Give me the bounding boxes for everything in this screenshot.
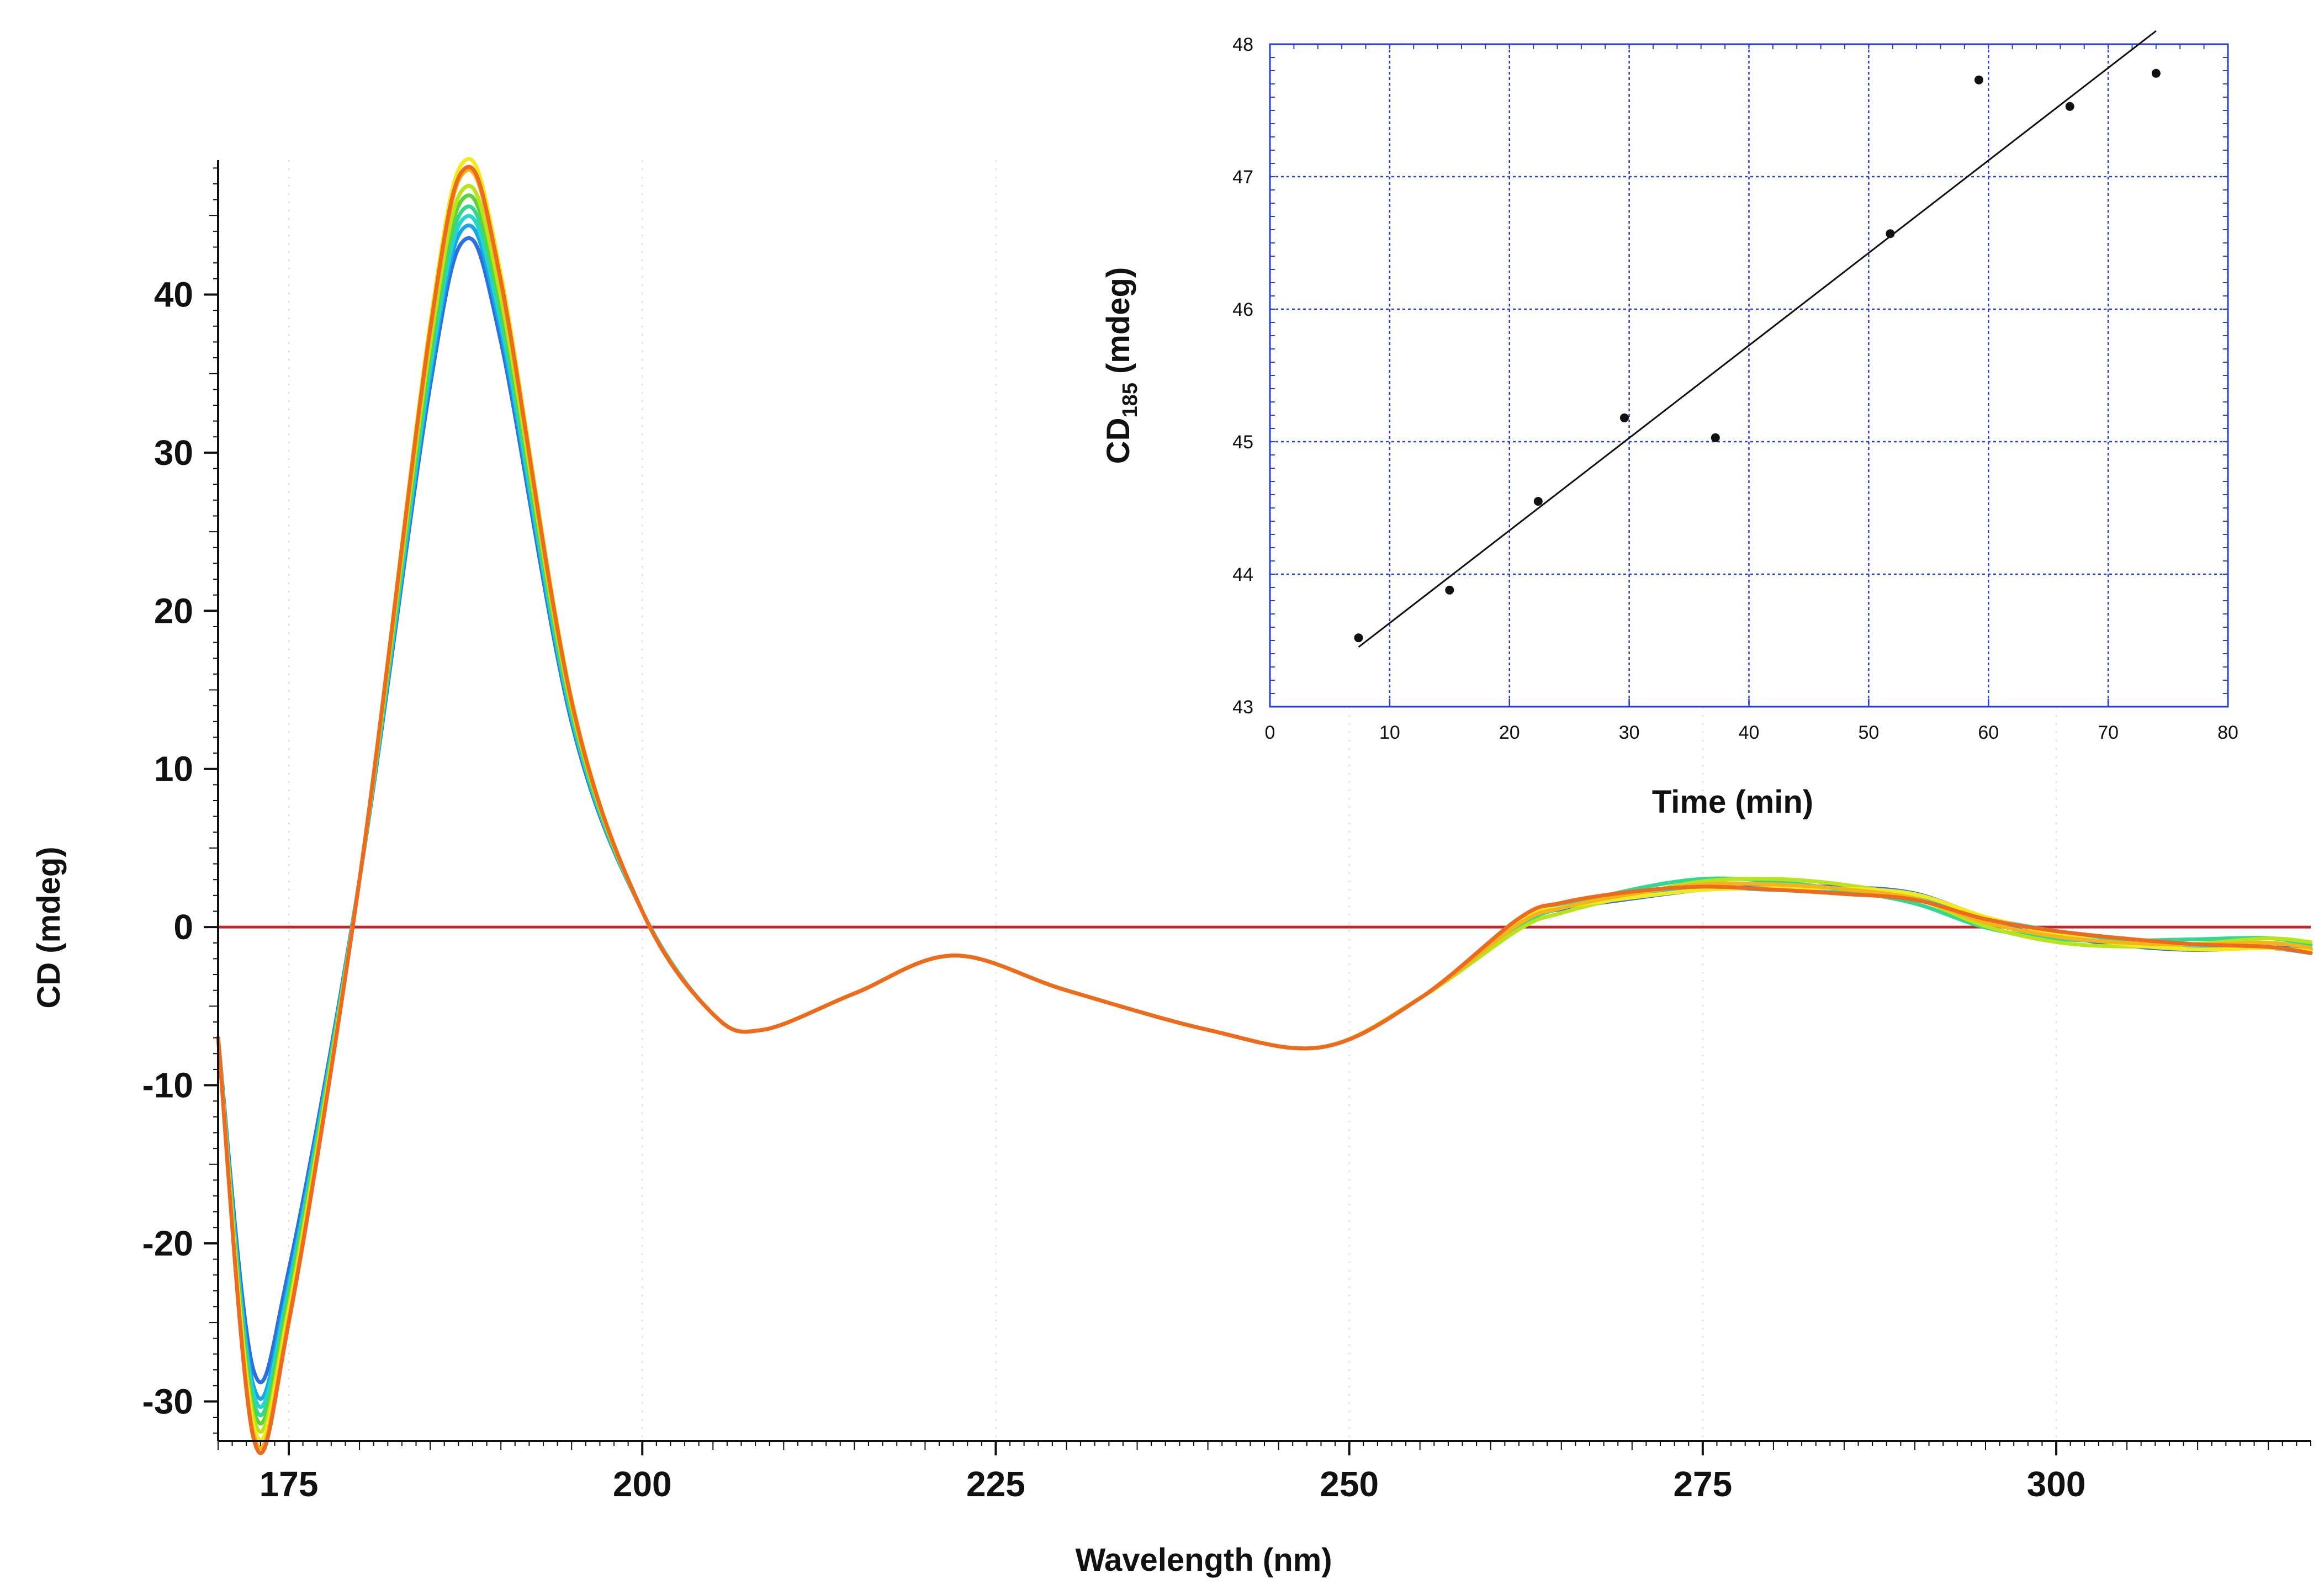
inset-fit-line: [1358, 30, 2157, 648]
inset-data-point: [1445, 585, 1454, 595]
inset-grid: [1270, 44, 2228, 707]
main-x-axis-label: Wavelength (nm): [1075, 1542, 1332, 1578]
inset-x-tick-label: 50: [1858, 722, 1879, 743]
main-y-axis-label: CD (mdeg): [31, 846, 67, 1008]
main-y-tick-label: -20: [142, 1223, 194, 1263]
inset-points-group: [1354, 68, 2161, 643]
main-x-tick-label: 225: [966, 1464, 1025, 1504]
inset-y-label-main: CD: [1100, 418, 1136, 464]
main-y-tick-label: 30: [154, 433, 193, 473]
main-y-tick-label: -10: [142, 1066, 194, 1105]
inset-data-point: [1619, 413, 1629, 422]
inset-y-axis-label: CD185 (mdeg): [1100, 267, 1142, 464]
inset-y-label-subscript: 185: [1119, 383, 1142, 417]
inset-data-point: [1974, 75, 1983, 84]
inset-ticks: 0 10 20 30 40 50 60 70 80 43 44 45 46 47 48: [1232, 34, 2238, 743]
inset-y-tick-label: 47: [1232, 167, 1253, 188]
inset-data-point: [1533, 497, 1543, 506]
inset-x-tick-label: 10: [1379, 722, 1400, 743]
main-y-tick-label: -30: [142, 1381, 194, 1421]
inset-y-tick-label: 48: [1232, 34, 1253, 55]
inset-y-tick-label: 43: [1232, 697, 1253, 718]
inset-data-point: [1886, 229, 1895, 239]
inset-x-tick-label: 80: [2217, 722, 2238, 743]
main-x-tick-label: 275: [1673, 1464, 1732, 1504]
main-y-tick-label: 10: [154, 749, 193, 789]
inset-data-point: [2151, 68, 2161, 78]
inset-cd185-time-chart: 0 10 20 30 40 50 60 70 80 43 44 45 46 47 48 Time (min)…: [1100, 30, 2238, 820]
main-x-tick-label: 175: [260, 1464, 319, 1504]
inset-data-point: [1711, 433, 1720, 442]
main-y-tick-label: 0: [173, 907, 193, 947]
inset-data-point: [1354, 633, 1363, 643]
inset-y-tick-label: 46: [1232, 299, 1253, 320]
inset-x-tick-label: 20: [1499, 722, 1520, 743]
series-line-74-min: [216, 165, 2313, 1455]
inset-y-tick-label: 45: [1232, 432, 1253, 453]
inset-x-tick-label: 40: [1739, 722, 1760, 743]
main-x-tick-label: 250: [1320, 1464, 1379, 1504]
main-series-group: [216, 157, 2313, 1455]
main-y-tick-label: 20: [154, 591, 193, 631]
inset-x-tick-label: 60: [1978, 722, 1999, 743]
inset-x-tick-label: 30: [1619, 722, 1640, 743]
inset-x-tick-label: 0: [1265, 722, 1275, 743]
inset-x-tick-label: 70: [2098, 722, 2119, 743]
inset-data-point: [2065, 102, 2074, 111]
main-x-tick-label: 200: [613, 1464, 672, 1504]
main-y-tick-label: 40: [154, 274, 193, 314]
main-x-tick-label: 300: [2027, 1464, 2086, 1504]
inset-x-axis-label: Time (min): [1652, 784, 1813, 820]
inset-y-tick-label: 44: [1232, 564, 1253, 585]
inset-y-label-unit: (mdeg): [1100, 267, 1136, 383]
